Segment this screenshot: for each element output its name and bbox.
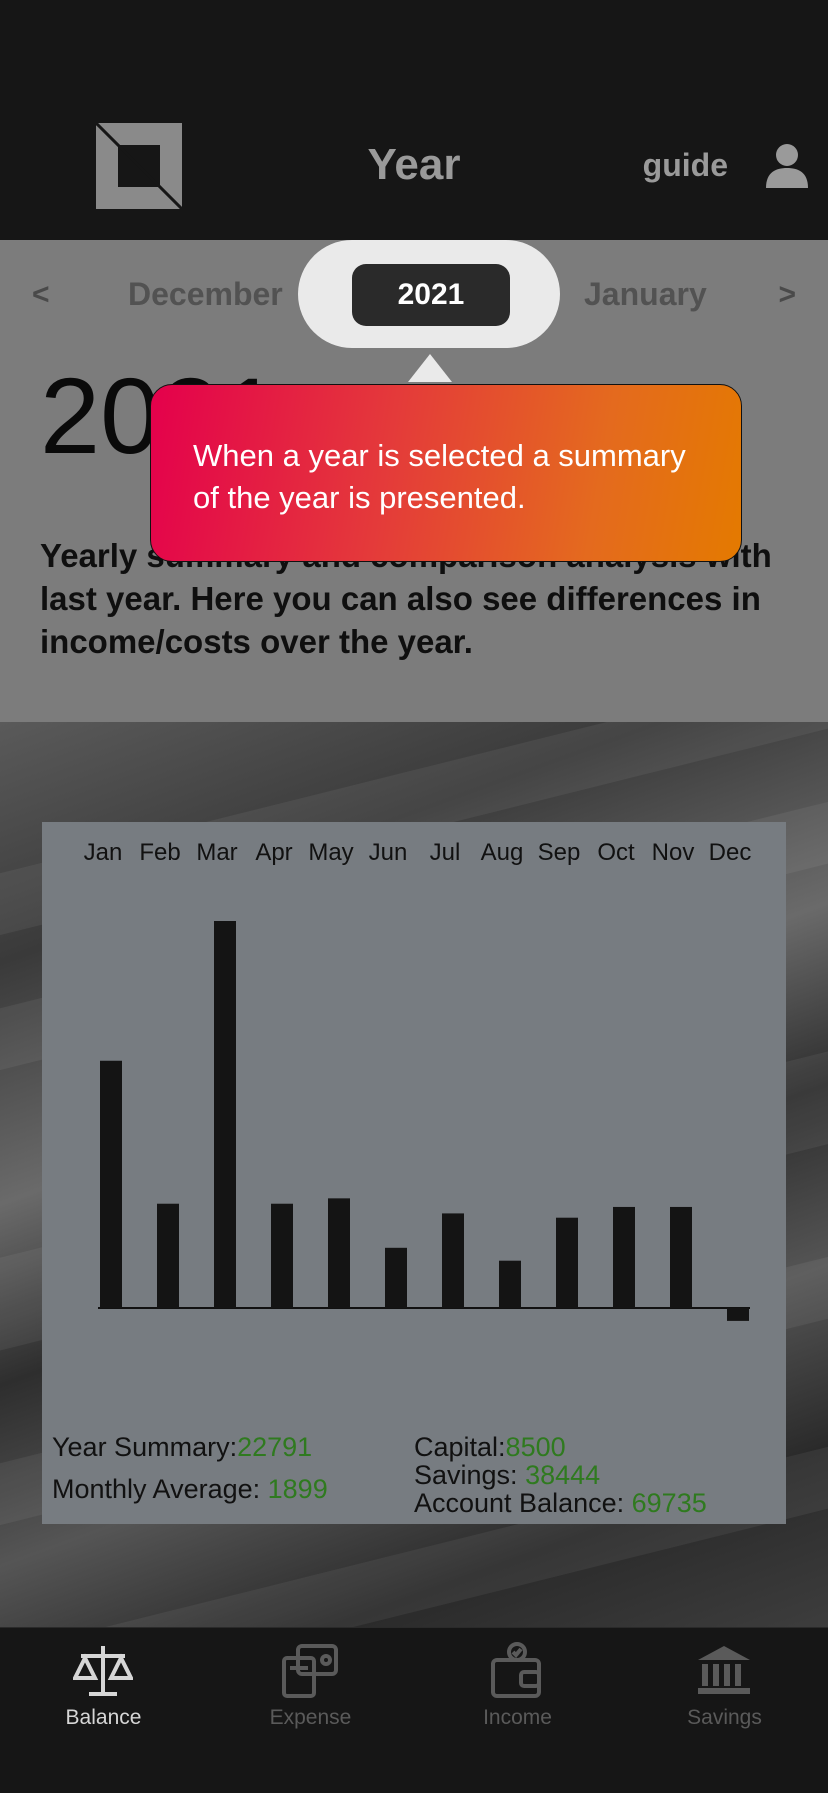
month-label-jan: Jan xyxy=(84,839,123,866)
bar-may[interactable] xyxy=(328,1198,350,1308)
month-label-oct: Oct xyxy=(597,839,635,866)
chart-panel: Jan Feb Mar Apr May Jun Jul Aug Sep Oct Nov Dec Yea… xyxy=(42,822,786,1524)
month-label-mar: Mar xyxy=(196,839,237,866)
savings-label: Savings: xyxy=(414,1460,526,1490)
bar-nov[interactable] xyxy=(670,1206,692,1308)
tab-balance[interactable]: Balance xyxy=(0,1628,207,1748)
tab-expense-label: Expense xyxy=(269,1706,352,1729)
page-title: Year xyxy=(367,140,461,189)
next-arrow-button[interactable]: > xyxy=(778,278,796,311)
tab-savings-label: Savings xyxy=(687,1706,762,1729)
account-balance-stat: Account Balance: 69735 xyxy=(414,1488,707,1519)
bar-aug[interactable] xyxy=(499,1260,521,1308)
tooltip-text: When a year is selected a summary of the… xyxy=(193,438,686,515)
month-label-sep: Sep xyxy=(538,839,581,866)
prev-month-tab[interactable]: December xyxy=(128,276,283,312)
capital-label: Capital: xyxy=(414,1432,506,1462)
bar-jun[interactable] xyxy=(385,1247,407,1308)
tab-balance-label: Balance xyxy=(65,1706,142,1729)
wallet-check-icon xyxy=(491,1642,541,1698)
account-balance-value: 69735 xyxy=(631,1488,707,1518)
month-label-nov: Nov xyxy=(652,839,695,866)
month-label-aug: Aug xyxy=(481,839,524,866)
period-selector: < December 2021 January > xyxy=(0,240,828,350)
bar-apr[interactable] xyxy=(271,1203,293,1308)
year-summary-value: 22791 xyxy=(237,1432,313,1462)
bar-mar[interactable] xyxy=(214,921,236,1308)
month-label-apr: Apr xyxy=(255,839,292,866)
next-month-tab[interactable]: January xyxy=(584,276,707,312)
month-label-jul: Jul xyxy=(430,839,461,866)
capital-stat: Capital:8500 xyxy=(414,1432,566,1463)
month-label-may: May xyxy=(308,839,353,866)
bar-jan[interactable] xyxy=(100,1060,122,1308)
month-label-dec: Dec xyxy=(709,839,752,866)
savings-stat: Savings: 38444 xyxy=(414,1460,600,1491)
logo-icon xyxy=(96,123,182,209)
monthly-bar-chart: Jan Feb Mar Apr May Jun Jul Aug Sep Oct Nov Dec xyxy=(84,839,752,1321)
tab-savings[interactable]: Savings xyxy=(621,1628,828,1748)
month-label-jun: Jun xyxy=(369,839,408,866)
bar-sep[interactable] xyxy=(556,1217,578,1308)
monthly-average-stat: Monthly Average: 1899 xyxy=(52,1474,328,1505)
bank-icon xyxy=(698,1646,750,1694)
selected-year-tab[interactable]: 2021 xyxy=(352,264,510,326)
monthly-average-label: Monthly Average: xyxy=(52,1474,268,1504)
bar-feb[interactable] xyxy=(157,1203,179,1308)
tab-income-label: Income xyxy=(483,1706,552,1729)
tab-expense[interactable]: Expense xyxy=(207,1628,414,1748)
year-summary-stat: Year Summary:22791 xyxy=(52,1432,312,1463)
bar-dec[interactable] xyxy=(727,1308,749,1321)
month-label-feb: Feb xyxy=(139,839,180,866)
capital-value: 8500 xyxy=(505,1432,566,1462)
prev-arrow-button[interactable]: < xyxy=(32,278,50,311)
bottom-tab-bar: Balance Expense Income xyxy=(0,1627,828,1793)
tab-income[interactable]: Income xyxy=(414,1628,621,1748)
guide-tooltip[interactable]: When a year is selected a summary of the… xyxy=(150,384,742,562)
year-summary-label: Year Summary: xyxy=(52,1432,238,1462)
user-icon[interactable] xyxy=(764,142,810,188)
bar-oct[interactable] xyxy=(613,1206,635,1308)
guide-button[interactable]: guide xyxy=(642,147,728,183)
app-header: Year guide xyxy=(0,0,828,240)
savings-value: 38444 xyxy=(525,1460,601,1490)
calculator-wallet-icon xyxy=(282,1644,338,1698)
tooltip-pointer xyxy=(408,354,452,382)
scale-icon xyxy=(73,1646,133,1696)
account-balance-label: Account Balance: xyxy=(414,1488,632,1518)
bar-jul[interactable] xyxy=(442,1213,464,1308)
monthly-average-value: 1899 xyxy=(267,1474,328,1504)
